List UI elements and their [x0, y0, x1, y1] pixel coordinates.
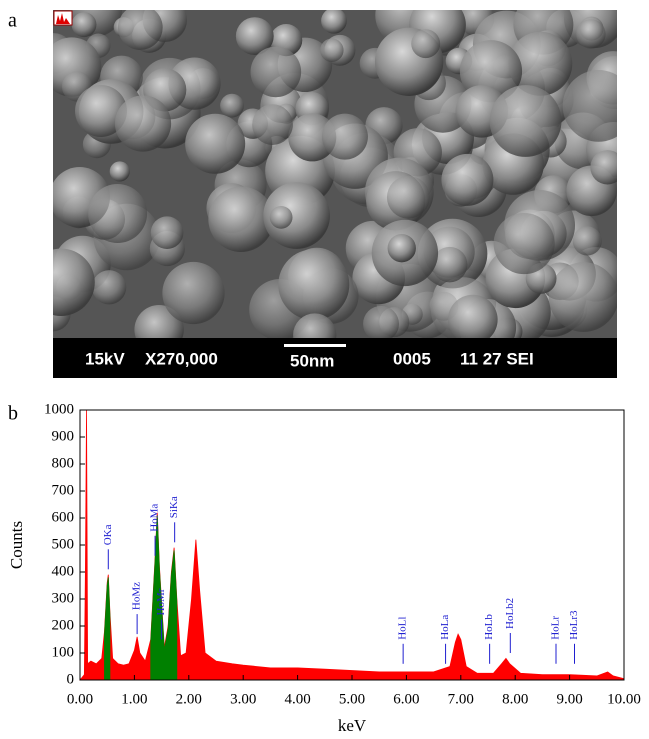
grain — [363, 306, 399, 342]
scale-bar — [284, 344, 346, 347]
y-tick-label: 100 — [52, 644, 75, 660]
grain — [92, 270, 126, 304]
grain — [251, 47, 302, 98]
x-tick-label: 4.00 — [284, 691, 310, 707]
y-tick-label: 400 — [52, 563, 75, 579]
info-text: 15kV — [85, 349, 125, 368]
grain — [185, 114, 245, 174]
sem-icon — [54, 11, 72, 25]
figure: a 15kV X270,000 50nm 0005 11 27 SEI b Co… — [0, 0, 649, 739]
panel-label: a — [8, 10, 17, 32]
grain — [115, 95, 171, 151]
y-tick-label: 0 — [67, 671, 75, 687]
info-text: 0005 — [393, 349, 431, 368]
grain — [162, 262, 224, 324]
peak-label: HoMz — [131, 582, 143, 610]
info-bar: 15kV X270,000 50nm 0005 11 27 SEI — [53, 338, 617, 378]
y-tick-label: 600 — [52, 509, 75, 525]
grain — [322, 114, 368, 160]
grain — [321, 8, 347, 34]
grain — [388, 234, 416, 262]
peak-label: HoMa — [149, 504, 161, 532]
x-tick-label: 0.00 — [67, 691, 93, 707]
info-text: 50nm — [290, 351, 334, 370]
info-text: X270,000 — [145, 349, 218, 368]
x-tick-label: 6.00 — [393, 691, 419, 707]
grain — [411, 29, 440, 58]
grain — [494, 213, 555, 274]
grain — [220, 94, 244, 118]
info-text: 11 27 SEI — [460, 349, 534, 368]
grain — [590, 150, 624, 184]
grain — [72, 12, 97, 37]
plot: 0 100 200 300 400 500 600 700 800 900 1000 0.00 1.00… — [44, 401, 641, 707]
y-tick-label: 300 — [52, 590, 75, 606]
y-tick-label: 500 — [52, 536, 75, 552]
peak-label: SiKa — [168, 496, 180, 518]
y-tick-label: 200 — [52, 617, 75, 633]
peak-label: HoMr — [155, 588, 167, 615]
grain — [320, 39, 343, 62]
grain — [576, 19, 605, 48]
x-tick-label: 10.00 — [607, 691, 641, 707]
x-tick-label: 2.00 — [176, 691, 202, 707]
peak-label: HoLb2 — [504, 598, 516, 629]
panel-label: b — [8, 403, 18, 425]
grain — [151, 216, 184, 249]
grain — [88, 184, 147, 243]
x-tick-label: 5.00 — [339, 691, 365, 707]
grain — [110, 161, 130, 181]
peak-label: OKa — [102, 524, 114, 545]
y-axis-label: Counts — [7, 521, 26, 569]
peak-label: HoLb — [483, 614, 495, 640]
y-tick-label: 900 — [52, 428, 75, 444]
peak-label: HoLr3 — [568, 610, 580, 640]
grain — [387, 176, 430, 219]
grain — [270, 206, 293, 229]
grain — [563, 70, 635, 142]
grain — [549, 262, 619, 332]
x-axis-label: keV — [338, 716, 367, 735]
grain — [441, 154, 493, 206]
grain — [27, 249, 94, 316]
grain — [118, 5, 163, 50]
spectrum-area — [104, 577, 109, 680]
y-tick-label: 800 — [52, 455, 75, 471]
peak-label: HoLa — [439, 615, 451, 640]
x-tick-label: 7.00 — [448, 691, 474, 707]
x-tick-label: 9.00 — [556, 691, 582, 707]
grain — [278, 249, 349, 320]
y-tick-label: 700 — [52, 482, 75, 498]
x-tick-label: 3.00 — [230, 691, 256, 707]
grain — [490, 85, 562, 157]
x-tick-label: 8.00 — [502, 691, 528, 707]
y-tick-label: 1000 — [44, 401, 74, 417]
grain — [448, 295, 498, 345]
grain — [252, 104, 293, 145]
peak-label: HoLr — [550, 616, 562, 640]
x-tick-label: 1.00 — [121, 691, 147, 707]
grain — [573, 226, 602, 255]
peak-label: HoLl — [397, 617, 409, 640]
